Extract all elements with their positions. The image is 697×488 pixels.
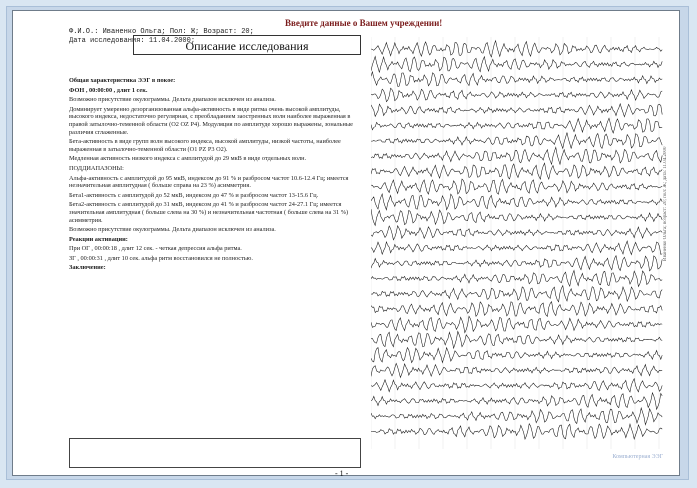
patient-line: Ф.И.О.: Иваненко Ольга; Пол: Ж; Возраст:…	[69, 28, 254, 36]
eeg-channel-trace	[370, 362, 663, 379]
description-title: Описание исследования	[185, 39, 309, 53]
eeg-channel-trace	[370, 39, 663, 58]
paragraph: ЗГ , 00:00:31 , длит 10 сек. альфа ритм …	[69, 254, 253, 262]
eeg-channel-trace	[370, 422, 663, 441]
eeg-channel-trace	[370, 117, 663, 134]
eeg-channel-trace	[370, 315, 663, 334]
institution-header: Введите данные о Вашем учреждении!	[285, 18, 443, 28]
eeg-report-page: Введите данные о Вашем учреждении! Ф.И.О…	[12, 10, 680, 478]
paragraph: При ОГ , 00:00:18 , длит 12 сек. - четка…	[69, 245, 242, 253]
patient-meta: Ф.И.О.: Иваненко Ольга; Пол: Ж; Возраст:…	[69, 28, 369, 46]
eeg-trace-panel	[370, 29, 673, 475]
paragraph: Альфа-активность с амплитудой до 95 мкВ,…	[69, 174, 349, 190]
eeg-channel-trace	[370, 178, 663, 195]
eeg-channel-trace	[370, 70, 663, 87]
eeg-channel-trace	[370, 208, 663, 227]
eeg-channel-trace	[370, 330, 663, 350]
paragraph: Бета2-активность с амплитудой до 31 мкВ,…	[69, 201, 349, 224]
eeg-channel-trace	[370, 55, 663, 73]
eeg-channel-trace	[370, 240, 663, 256]
vertical-patient-label: Иваненко Ольга; возраст: 20; пол: Ж; дат…	[663, 146, 668, 261]
paragraph: Медленная активность низкого индекса с а…	[69, 155, 307, 163]
paragraph: Бета-активность в виде групп волн высоко…	[69, 138, 341, 153]
paragraph: Заключение:	[69, 264, 106, 272]
eeg-channel-trace	[370, 254, 663, 272]
paragraph: Доминирует умеренно дезорганизованная ал…	[69, 105, 353, 136]
eeg-channel-trace	[370, 284, 663, 303]
paragraph: Реакции активации:	[69, 235, 128, 243]
eeg-channel-trace	[370, 346, 663, 364]
eeg-channel-trace	[370, 406, 663, 426]
eeg-channel-trace	[370, 377, 663, 393]
paragraph: Возможно присутствие окулограммы. Дельта…	[69, 226, 276, 234]
paragraph: Общая характеристика ЭЭГ в покое:	[69, 77, 176, 84]
eeg-channel-trace	[370, 301, 663, 317]
eeg-waveform	[370, 37, 663, 449]
paragraph: ФОН , 00:00:00 , длит 1 сек.	[69, 86, 148, 94]
eeg-channel-trace	[370, 269, 663, 288]
eeg-channel-trace	[370, 162, 663, 180]
eeg-channel-trace	[370, 225, 663, 241]
paragraph: Бета1-активность с амплитудой до 52 мкВ,…	[69, 191, 319, 199]
watermark: Компьютерная ЭЭГ	[612, 454, 663, 460]
description-text: Общая характеристика ЭЭГ в покое: ФОН , …	[69, 77, 361, 274]
eeg-channel-trace	[370, 391, 663, 411]
study-date-line: Дата исследования: 11.04.2000;	[69, 37, 196, 45]
paragraph: ПОДДИАПАЗОНЫ:	[69, 164, 124, 172]
page-number: - 1 -	[335, 469, 349, 478]
eeg-channel-trace	[370, 87, 663, 103]
description-title-box: Описание исследования	[133, 35, 361, 55]
conclusion-box	[69, 438, 361, 468]
eeg-channel-trace	[370, 193, 663, 211]
eeg-channel-trace	[371, 132, 663, 150]
eeg-channel-trace	[370, 102, 663, 118]
eeg-channel-trace	[370, 146, 663, 166]
paragraph: Возможно присутствие окулограммы. Дельта…	[69, 96, 276, 104]
